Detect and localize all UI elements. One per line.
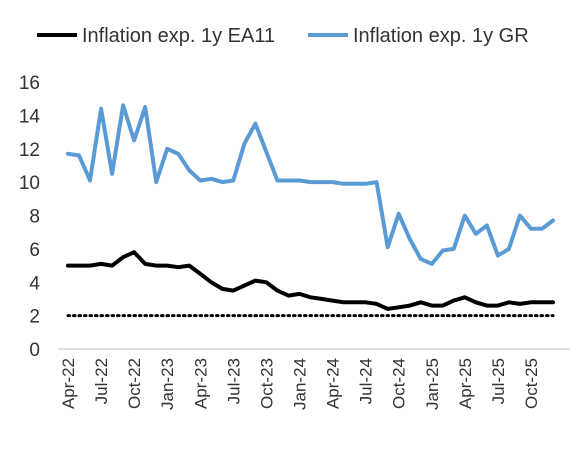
legend-label-gr: Inflation exp. 1y GR [353, 25, 529, 47]
series-line-ea11 [66, 250, 555, 311]
x-tick-label: Jan-24 [290, 358, 309, 410]
y-tick-label: 12 [19, 140, 40, 161]
y-tick-label: 2 [29, 307, 40, 328]
series-line-gr [66, 103, 555, 266]
y-axis: 0 2 4 6 8 10 12 14 16 [19, 73, 41, 361]
plot-area [66, 103, 555, 311]
x-tick-label: Jul-23 [224, 358, 243, 404]
y-tick-label: 0 [29, 340, 40, 361]
x-tick-label: Jan-23 [158, 358, 177, 410]
x-tick-label: Oct-23 [257, 358, 276, 409]
x-axis: Apr-22 Jul-22 Oct-22 Jan-23 Apr-23 Jul-23 Oct-… [58, 348, 570, 410]
x-tick-label: Apr-25 [456, 358, 475, 409]
x-tick-label: Apr-22 [59, 358, 78, 409]
x-tick-label: Oct-22 [125, 358, 144, 409]
x-tick-label: Oct-25 [522, 358, 541, 409]
y-tick-label: 14 [19, 106, 41, 127]
x-tick-label: Oct-24 [390, 358, 409, 409]
legend: Inflation exp. 1y EA11 Inflation exp. 1y… [37, 25, 529, 47]
y-tick-label: 8 [29, 207, 40, 228]
legend-label-ea11: Inflation exp. 1y EA11 [82, 25, 275, 47]
x-tick-label: Apr-23 [191, 358, 210, 409]
x-tick-label: Apr-24 [324, 358, 343, 409]
x-tick-label: Jan-25 [423, 358, 442, 410]
y-tick-label: 10 [19, 173, 40, 194]
x-tick-label: Jul-22 [92, 358, 111, 404]
x-tick-label: Jul-24 [357, 358, 376, 404]
y-tick-label: 16 [19, 73, 40, 94]
y-tick-label: 6 [29, 240, 40, 261]
y-tick-label: 4 [29, 273, 40, 294]
x-tick-label: Jul-25 [489, 358, 508, 404]
